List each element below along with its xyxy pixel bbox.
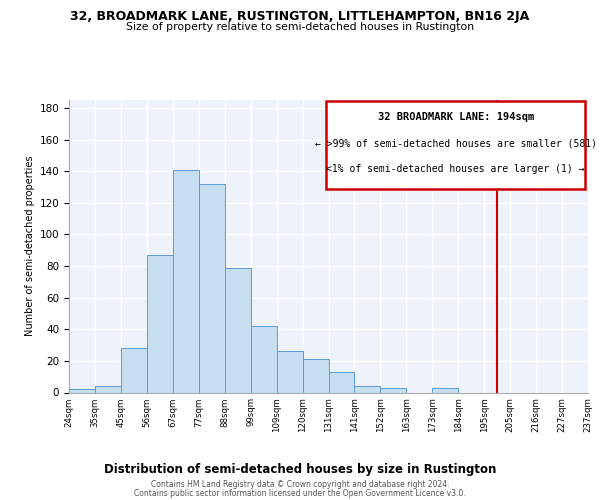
- Text: <1% of semi-detached houses are larger (1) →: <1% of semi-detached houses are larger (…: [326, 164, 585, 174]
- Bar: [355, 386, 380, 392]
- FancyBboxPatch shape: [326, 102, 586, 189]
- Bar: [380, 388, 406, 392]
- Bar: [147, 255, 173, 392]
- Bar: [277, 352, 302, 393]
- Text: 32 BROADMARK LANE: 194sqm: 32 BROADMARK LANE: 194sqm: [377, 112, 534, 122]
- Bar: [121, 348, 147, 393]
- Bar: [251, 326, 277, 392]
- Y-axis label: Number of semi-detached properties: Number of semi-detached properties: [25, 156, 35, 336]
- Text: 32, BROADMARK LANE, RUSTINGTON, LITTLEHAMPTON, BN16 2JA: 32, BROADMARK LANE, RUSTINGTON, LITTLEHA…: [70, 10, 530, 23]
- Text: Contains HM Land Registry data © Crown copyright and database right 2024.: Contains HM Land Registry data © Crown c…: [151, 480, 449, 489]
- Bar: [225, 268, 251, 392]
- Bar: [433, 388, 458, 392]
- Text: Size of property relative to semi-detached houses in Rustington: Size of property relative to semi-detach…: [126, 22, 474, 32]
- Text: Distribution of semi-detached houses by size in Rustington: Distribution of semi-detached houses by …: [104, 462, 496, 475]
- Bar: [173, 170, 199, 392]
- Text: ← >99% of semi-detached houses are smaller (581): ← >99% of semi-detached houses are small…: [314, 138, 596, 148]
- Bar: [199, 184, 224, 392]
- Text: Contains public sector information licensed under the Open Government Licence v3: Contains public sector information licen…: [134, 489, 466, 498]
- Bar: [329, 372, 355, 392]
- Bar: [302, 360, 329, 392]
- Bar: [95, 386, 121, 392]
- Bar: [69, 390, 95, 392]
